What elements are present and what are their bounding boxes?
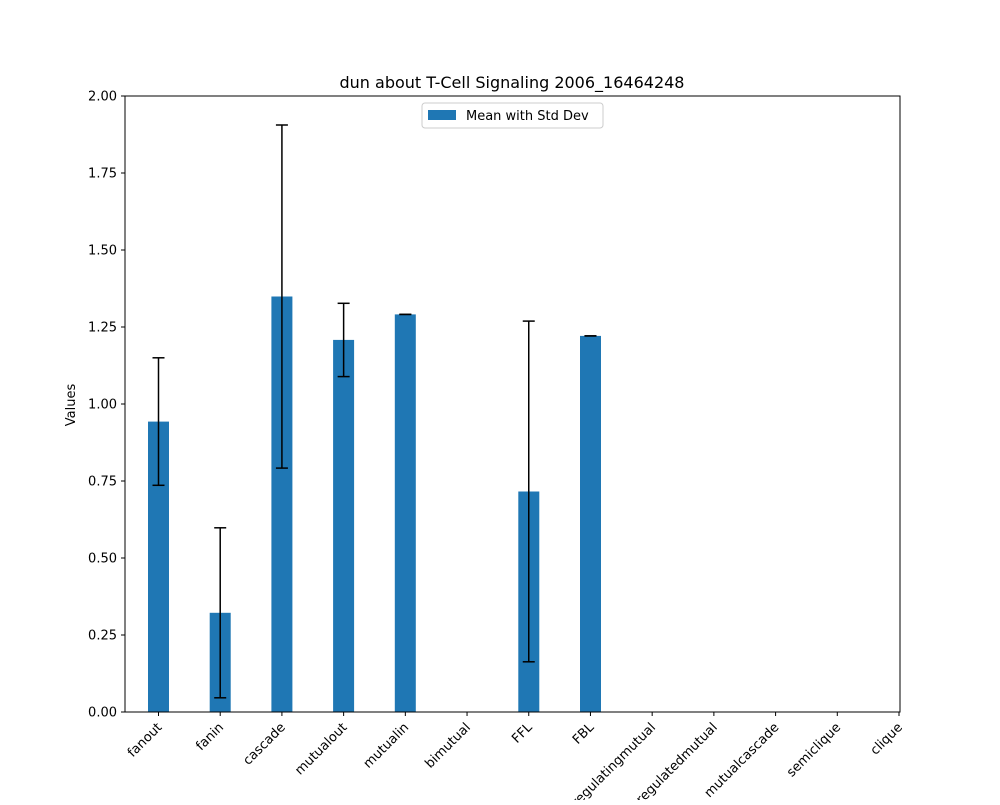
chart-title: dun about T-Cell Signaling 2006_16464248: [340, 73, 685, 93]
legend: Mean with Std Dev: [421, 102, 604, 129]
y-tick-label-4: 1.00: [88, 398, 117, 413]
y-tick-label-6: 1.50: [88, 244, 117, 259]
y-tick-label-2: 0.50: [88, 552, 117, 567]
error-bars-group: [152, 124, 597, 699]
bar-cascade: [271, 296, 293, 712]
y-tick-label-7: 1.75: [88, 167, 117, 182]
y-tick-label-5: 1.25: [88, 321, 117, 336]
y-tick-label-3: 0.75: [88, 475, 117, 490]
y-axis-label: Values: [64, 384, 79, 427]
bar-fanout: [148, 421, 169, 712]
legend-box: [421, 102, 604, 129]
legend-label: Mean with Std Dev: [466, 109, 589, 124]
legend-swatch: [428, 110, 456, 120]
y-tick-label-8: 2.00: [88, 90, 117, 105]
bar-mutualout: [333, 339, 355, 712]
y-tick-label-1: 0.25: [88, 629, 117, 644]
bar-mutualin: [394, 314, 416, 712]
plot-frame: [124, 95, 901, 713]
y-tick-label-0: 0.00: [88, 706, 117, 721]
y-axis: 0.00 0.25 0.50 0.75 1.00 1.25 1.50 1.75 2.00: [88, 90, 125, 721]
bars-group: [148, 296, 601, 712]
bar-FBL: [580, 335, 601, 712]
